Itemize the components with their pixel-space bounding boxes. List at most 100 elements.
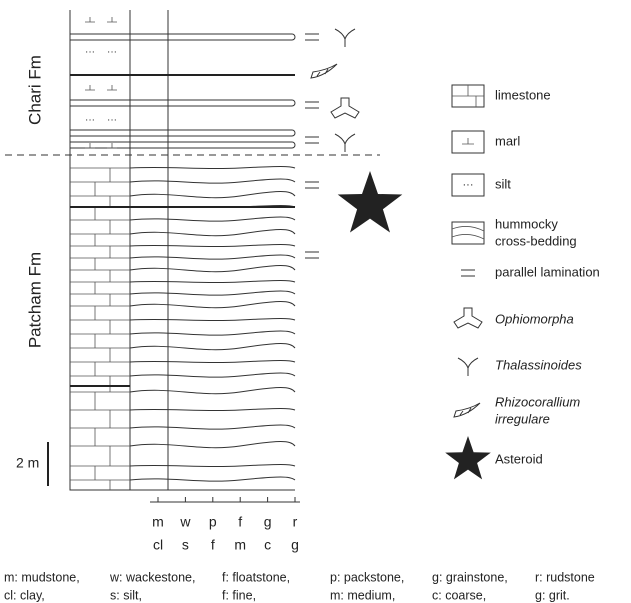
axis-label: f [211,537,215,553]
bed-boundary [130,361,295,363]
axis-label: cl [153,537,163,553]
bed-boundary [130,331,295,335]
axis-label: m [152,514,164,530]
bed-boundary [130,344,295,350]
parallel-lamination-symbol [305,182,319,188]
bed-boundary [130,442,295,448]
legend: limestone marl ··· silt hummocky cross-beddin… [445,85,600,479]
silt-symbol: ··· [107,115,117,126]
thalassinoides-symbol [335,134,355,152]
bed-boundary [130,255,295,259]
footnote-text: p: packstone, [330,570,404,584]
parallel-lamination-symbol [305,102,319,108]
bed-boundary [130,230,295,236]
thalassinoides-symbol [458,358,478,376]
rhizocorallium-symbol [454,403,480,417]
footnote-text: cl: clay, [4,588,45,602]
footnote: m: mudstone, w: wackestone, f: floatstone,… [4,570,595,602]
silt-symbol: ··· [85,47,95,58]
bed-boundary [130,477,295,481]
axis-label: s [182,537,189,553]
bed-boundary [130,281,295,283]
marl-symbol [85,17,95,22]
ophiomorpha-symbol [454,308,482,328]
bed-boundary [130,409,295,411]
parallel-lamination-symbol [305,252,319,258]
legend-label: Asteroid [495,451,543,466]
bed [70,100,295,106]
axis-label: g [264,514,272,530]
parallel-lamination-symbol [461,270,475,276]
bed-boundary [130,302,295,308]
footnote-text: w: wackestone, [109,570,195,584]
stratigraphic-log-figure: Chari Fm Patcham Fm 2 m ············ mcl… [0,0,631,603]
axis-label: c [264,537,271,553]
footnote-text: g: grainstone, [432,570,508,584]
parallel-lamination-symbol [305,34,319,40]
bed-boundary [130,217,295,221]
silt-symbol: ··· [107,47,117,58]
marl-symbol [107,85,117,90]
marl-symbol [107,17,117,22]
axis-label: f [238,514,242,530]
bed-boundary [130,465,295,467]
bed-boundary [130,425,295,429]
column-outline [70,10,295,490]
footnote-text: f: fine, [222,588,256,602]
footnote-text: c: coarse, [432,588,486,602]
axis-label: p [209,514,217,530]
legend-label: limestone [495,87,551,102]
legend-label: parallel lamination [495,264,600,279]
legend-box [452,222,484,244]
formation-label: Chari Fm [25,55,44,125]
footnote-text: s: silt, [110,588,142,602]
legend-label: irregulare [495,411,550,426]
bed [70,130,295,136]
legend-label: cross-bedding [495,233,577,248]
bed [70,34,295,40]
bed-boundary [130,319,295,321]
footnote-text: r: rudstone [535,570,595,584]
marl-symbol [107,143,117,148]
silt-symbol: ··· [463,179,474,191]
asteroid-symbol [338,171,403,233]
marl-symbol [85,143,95,148]
limestone-symbol [452,85,484,107]
bed-boundary [130,192,295,198]
parallel-lamination-symbol [305,137,319,143]
legend-label: hummocky [495,216,558,231]
ophiomorpha-symbol [331,98,359,118]
footnote-text: m: mudstone, [4,570,80,584]
marl-symbol [85,85,95,90]
thalassinoides-symbol [335,29,355,47]
rhizocorallium-symbol [311,64,337,78]
scale-bar-label: 2 m [16,455,39,471]
legend-label: silt [495,176,511,191]
axis-label: r [293,514,298,530]
bed-boundary [130,291,295,295]
log-column: ··· ··· ··· ··· [70,10,402,490]
footnote-text: f: floatstone, [222,570,290,584]
footnote-text: g: grit. [535,588,570,602]
axis-label: m [234,537,246,553]
bed-boundary [130,266,295,272]
hummocky-symbol [452,226,484,239]
bed [70,142,295,148]
legend-label: Rhizocorallium [495,394,580,409]
axis-label: g [291,537,299,553]
formation-label: Patcham Fm [25,252,44,348]
legend-label: Thalassinoides [495,357,582,372]
bed-boundary [130,245,295,247]
bed-boundary [130,167,295,169]
bed-boundary [130,373,295,377]
bed-boundary [130,388,295,394]
axis-label: w [179,514,191,530]
bed-boundary [130,179,295,183]
legend-label: Ophiomorpha [495,311,574,326]
silt-symbol: ··· [85,115,95,126]
asteroid-symbol [445,436,491,479]
legend-label: marl [495,133,520,148]
footnote-text: m: medium, [330,588,395,602]
marl-symbol [462,138,474,144]
